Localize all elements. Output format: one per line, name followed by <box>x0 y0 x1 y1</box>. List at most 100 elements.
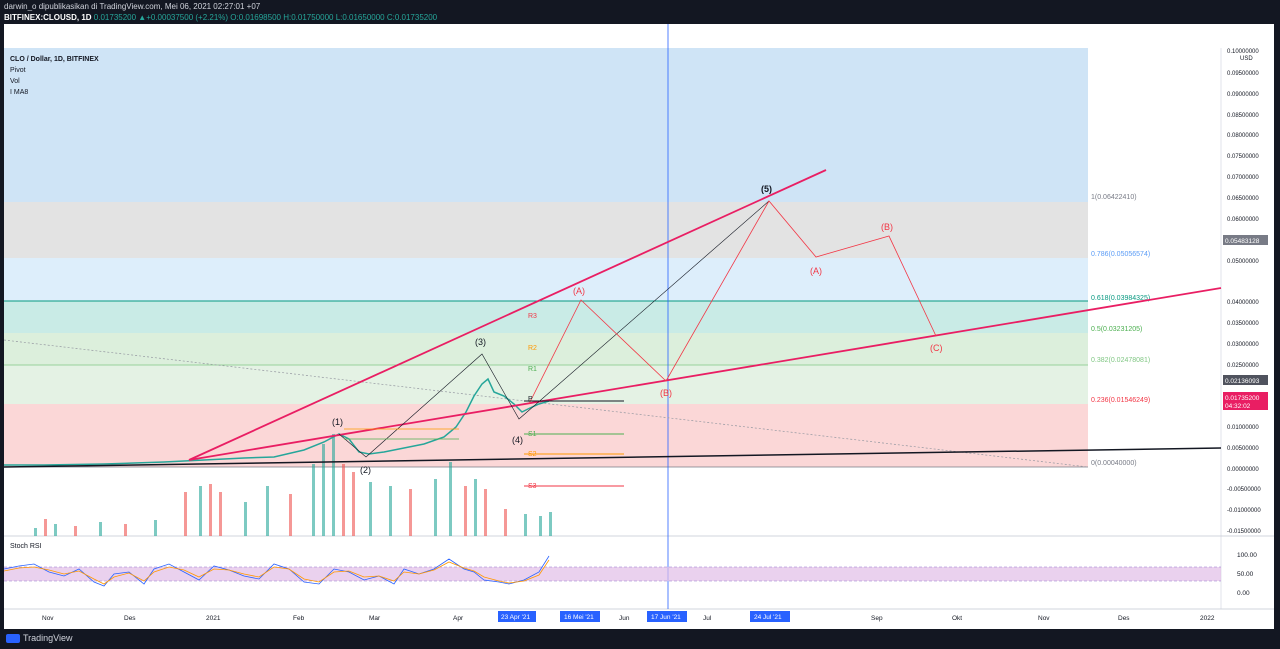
fib-label-0618: 0.618(0.03984325) <box>1091 295 1150 302</box>
volume-bar <box>74 526 77 536</box>
volume-bar <box>154 520 157 536</box>
time-highlight: 23 Apr '21 <box>501 614 530 621</box>
price-tick: 0.09500000 <box>1227 71 1259 77</box>
fib-zone-1-0786 <box>4 202 1088 258</box>
fib-label-0236: 0.236(0.01546249) <box>1091 397 1150 404</box>
volume-bar <box>434 479 437 536</box>
price-tick: 0.07000000 <box>1227 175 1259 181</box>
price-tick: 0.00000000 <box>1227 467 1259 473</box>
current-price-text: 0.01735200 <box>1225 395 1260 402</box>
support-trendline[interactable] <box>3 447 1222 468</box>
stoch-k-line[interactable] <box>3 555 550 587</box>
price-tick: 0.03000000 <box>1227 342 1259 348</box>
volume-bar <box>199 486 202 536</box>
projection-path[interactable] <box>528 200 937 405</box>
fib-label-0786: 0.786(0.05056574) <box>1091 251 1150 258</box>
price-tick: 0.04000000 <box>1227 300 1259 306</box>
lower-wedge-line[interactable] <box>188 287 1222 461</box>
volume-bar <box>99 522 102 536</box>
symbol-label[interactable]: BITFINEX:CLOUSD, 1D <box>4 13 92 22</box>
time-label: Nov <box>42 615 54 622</box>
fib-label-05: 0.5(0.03231205) <box>1091 326 1142 333</box>
volume-bar <box>266 486 269 536</box>
last-close-marker-text: 0.02136093 <box>1225 378 1260 385</box>
volume-bar <box>549 512 552 536</box>
stoch-legend[interactable]: Stoch RSI <box>10 543 42 550</box>
pivot-s1: S1 <box>528 431 537 438</box>
price-tick: 0.01000000 <box>1227 425 1259 431</box>
price-tick: 0.10000000 <box>1227 49 1259 55</box>
pivot-s3: S3 <box>528 483 537 490</box>
volume-bar <box>54 524 57 536</box>
fib-label-0382: 0.382(0.02478081) <box>1091 357 1150 364</box>
time-highlight: 24 Jul '21 <box>754 614 782 621</box>
price-axis[interactable]: 0.10000000 USD 0.09500000 0.09000000 0.0… <box>1227 49 1261 535</box>
countdown-text: 04:32:02 <box>1225 403 1251 410</box>
footer-bar: TradingView <box>0 629 1280 649</box>
time-label: Des <box>124 615 136 622</box>
upper-wedge-line[interactable] <box>188 169 827 461</box>
fib-zone-top <box>4 48 1088 202</box>
price-tick: 0.00500000 <box>1227 446 1259 452</box>
wave-label-2[interactable]: (2) <box>360 465 371 475</box>
time-label: 2022 <box>1200 615 1215 622</box>
fib-zone-05-0382 <box>4 333 1088 365</box>
price-axis-unit: USD <box>1240 56 1253 62</box>
price-tick: 0.06000000 <box>1227 217 1259 223</box>
price-tick: -0.01500000 <box>1227 529 1261 535</box>
fib-price-marker-text: 0.05483128 <box>1225 238 1260 245</box>
volume-bar <box>539 516 542 536</box>
time-label: Nov <box>1038 615 1050 622</box>
wave-label-b1[interactable]: (B) <box>660 388 672 398</box>
stoch-d-line[interactable] <box>3 559 550 585</box>
pivot-s2: S2 <box>528 451 537 458</box>
fib-price-marker <box>1223 235 1268 245</box>
price-tick: -0.00500000 <box>1227 487 1261 493</box>
volume-bar <box>209 484 212 536</box>
wave-label-1[interactable]: (1) <box>332 417 343 427</box>
legend-title[interactable]: CLO / Dollar, 1D, BITFINEX <box>10 56 99 63</box>
chart-canvas[interactable]: 1(0.06422410) 0.786(0.05056574) 0.618(0.… <box>3 24 1274 629</box>
symbol-ohlc-line: BITFINEX:CLOUSD, 1D 0.01735200 ▲+0.00037… <box>4 13 437 22</box>
volume-bar <box>124 524 127 536</box>
pivot-r2: R2 <box>528 345 537 352</box>
wave-label-5[interactable]: (5) <box>761 184 772 194</box>
time-label: 2021 <box>206 615 221 622</box>
tradingview-logo[interactable]: TradingView <box>6 633 73 643</box>
wave-label-a2[interactable]: (A) <box>810 266 822 276</box>
time-label: Okt <box>952 615 962 622</box>
time-label: Sep <box>871 615 883 622</box>
stoch-band <box>4 567 1221 581</box>
legend-pivot[interactable]: Pivot <box>10 67 26 74</box>
price-tick: 0.07500000 <box>1227 154 1259 160</box>
chart-header: darwin_o dipublikasikan di TradingView.c… <box>0 0 1280 24</box>
legend-vol[interactable]: Vol <box>10 78 20 85</box>
price-tick: 0.05000000 <box>1227 259 1259 265</box>
wave-label-a1[interactable]: (A) <box>573 286 585 296</box>
price-tick: 0.08500000 <box>1227 113 1259 119</box>
dotted-trendline[interactable] <box>3 339 1089 468</box>
wave-label-3[interactable]: (3) <box>475 337 486 347</box>
volume-bar <box>289 494 292 536</box>
last-close-marker <box>1223 375 1268 385</box>
volume-bar <box>322 444 325 536</box>
time-axis[interactable]: Nov Des 2021 Feb Mar Apr Jun Jul Sep Okt… <box>42 615 1215 622</box>
time-label: Jun <box>619 615 630 622</box>
time-highlight-box <box>498 611 536 622</box>
pivot-r3: R3 <box>528 313 537 320</box>
volume-bar <box>342 464 345 536</box>
elliott-wave-path[interactable] <box>338 200 770 458</box>
volume-bar <box>332 434 335 536</box>
legend-ma[interactable]: I MA8 <box>10 89 29 96</box>
fib-zone-0786-0618 <box>4 258 1088 301</box>
wave-label-4[interactable]: (4) <box>512 435 523 445</box>
volume-bar <box>312 464 315 536</box>
chart-area[interactable]: 1(0.06422410) 0.786(0.05056574) 0.618(0.… <box>3 24 1274 629</box>
wave-label-b2[interactable]: (B) <box>881 222 893 232</box>
volume-bar <box>352 472 355 536</box>
wave-label-c2[interactable]: (C) <box>930 343 943 353</box>
volume-bar <box>409 489 412 536</box>
volume-bar <box>44 519 47 536</box>
fib-zone-0382-0236 <box>4 365 1088 404</box>
time-highlight: 17 Jun '21 <box>651 614 681 621</box>
